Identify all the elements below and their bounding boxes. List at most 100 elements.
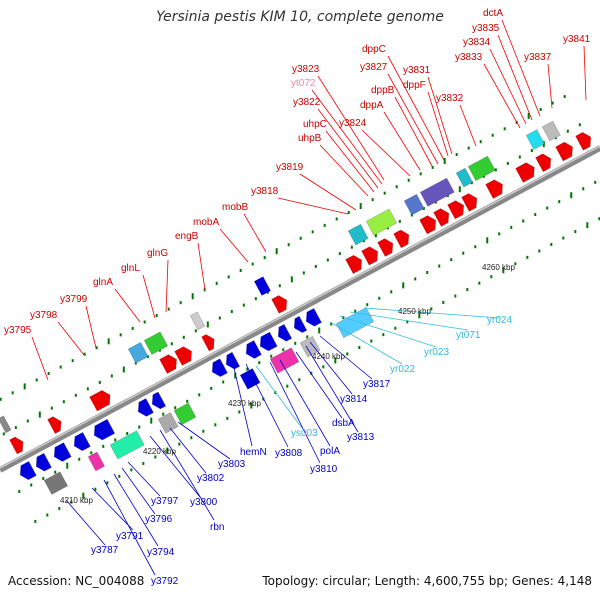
- gene-label-y3797[interactable]: y3797: [151, 496, 179, 507]
- gene-label-y3819[interactable]: y3819: [276, 162, 304, 173]
- gene-label-yr022[interactable]: yr022: [390, 364, 415, 375]
- gene-label-y3796[interactable]: y3796: [145, 514, 173, 525]
- gene-label-yr024[interactable]: yr024: [487, 315, 512, 326]
- gene-label-y3814[interactable]: y3814: [340, 394, 368, 405]
- scale-label-4260: 4260 kbp: [482, 263, 515, 272]
- gene-label-y3810[interactable]: y3810: [310, 464, 338, 475]
- gene-label-y3833[interactable]: y3833: [455, 52, 483, 63]
- gene-label-y3841[interactable]: y3841: [563, 34, 591, 45]
- tick-mark: [490, 275, 493, 279]
- gene-label-y3813[interactable]: y3813: [347, 432, 375, 443]
- gene-label-y3834[interactable]: y3834: [463, 37, 491, 48]
- gene-label-uhpB[interactable]: uhpB: [298, 133, 322, 144]
- tick-mark: [558, 200, 561, 204]
- gene-label-dppB[interactable]: dppB: [371, 85, 395, 96]
- forward-gene: [447, 200, 465, 220]
- tick-mark: [479, 140, 482, 144]
- gene-label-y3832[interactable]: y3832: [436, 93, 464, 104]
- tick-mark: [178, 442, 181, 446]
- gene-label-y3824[interactable]: y3824: [339, 118, 367, 129]
- tick-mark: [407, 178, 410, 182]
- leader-line: [583, 45, 587, 101]
- gene-label-glnA[interactable]: glnA: [93, 277, 113, 288]
- tick-mark: [23, 383, 26, 390]
- leader-line: [459, 104, 477, 147]
- gene-label-mobA[interactable]: mobA: [193, 217, 219, 228]
- gene-label-engB[interactable]: engB: [175, 231, 199, 242]
- gene-label-y3822[interactable]: y3822: [293, 97, 321, 108]
- gene-label-y3791[interactable]: y3791: [116, 531, 144, 542]
- gene-label-y3803[interactable]: y3803: [218, 459, 246, 470]
- leader-line: [121, 467, 156, 515]
- tick-mark: [442, 300, 445, 304]
- gene-label-y3835[interactable]: y3835: [472, 23, 500, 34]
- gene-label-yt072[interactable]: yt072: [291, 78, 316, 89]
- forward-gene: [201, 334, 215, 352]
- tick-mark: [302, 271, 305, 275]
- gene-label-hemN[interactable]: hemN: [240, 447, 267, 458]
- tick-mark: [342, 316, 345, 320]
- tick-mark: [311, 230, 314, 234]
- gene-label-y3818[interactable]: y3818: [251, 186, 279, 197]
- tick-mark: [214, 423, 217, 427]
- tick-mark: [586, 222, 589, 229]
- gene-label-polA[interactable]: polA: [320, 446, 340, 457]
- gene-label-dctA[interactable]: dctA: [483, 8, 503, 19]
- gene-label-dppC[interactable]: dppC: [362, 44, 386, 55]
- tick-mark: [218, 316, 221, 320]
- gene-label-y3817[interactable]: y3817: [363, 379, 391, 390]
- tick-mark: [346, 352, 349, 356]
- tick-mark: [334, 357, 337, 364]
- gene-label-rbn[interactable]: rbn: [210, 522, 224, 533]
- gene-label-y3794[interactable]: y3794: [147, 547, 175, 558]
- forward-gene: [377, 238, 394, 257]
- tick-mark: [382, 333, 385, 337]
- tick-mark: [130, 468, 133, 472]
- gene-label-y3831[interactable]: y3831: [403, 65, 431, 76]
- gene-label-ys003[interactable]: ys003: [291, 428, 318, 439]
- gene-label-dppA[interactable]: dppA: [360, 100, 384, 111]
- reverse-gene: [137, 398, 154, 417]
- gene-label-y3799[interactable]: y3799: [60, 294, 88, 305]
- feature-block: [127, 341, 149, 364]
- gene-label-glnG[interactable]: glnG: [147, 248, 168, 259]
- tick-mark: [26, 419, 29, 423]
- tick-mark: [347, 211, 350, 215]
- gene-label-y3792[interactable]: y3792: [151, 576, 179, 587]
- feature-block: [173, 402, 197, 426]
- gene-label-y3827[interactable]: y3827: [360, 62, 388, 73]
- tick-mark: [366, 303, 369, 307]
- tick-mark: [46, 513, 49, 517]
- gene-label-uhpC[interactable]: uhpC: [303, 119, 327, 130]
- gene-label-y3798[interactable]: y3798: [30, 310, 58, 321]
- leader-line: [319, 335, 373, 380]
- gene-label-y3795[interactable]: y3795: [4, 325, 32, 336]
- tick-mark: [434, 200, 437, 204]
- gene-label-dppF[interactable]: dppF: [403, 80, 426, 91]
- tick-mark: [278, 284, 281, 288]
- tick-mark: [383, 191, 386, 195]
- gene-label-mobB[interactable]: mobB: [222, 202, 248, 213]
- tick-mark: [299, 236, 302, 240]
- scale-label-4240: 4240 kbp: [312, 352, 345, 361]
- feature-block: [299, 335, 321, 358]
- tick-mark: [454, 294, 457, 298]
- gene-label-yr023[interactable]: yr023: [424, 347, 449, 358]
- tick-mark: [90, 451, 93, 455]
- tick-mark: [30, 483, 33, 487]
- feature-block: [455, 167, 474, 188]
- gene-label-y3837[interactable]: y3837: [524, 52, 552, 63]
- gene-label-y3823[interactable]: y3823: [292, 64, 320, 75]
- gene-label-y3800[interactable]: y3800: [190, 497, 218, 508]
- gene-label-y3787[interactable]: y3787: [91, 545, 119, 556]
- gene-label-glnL[interactable]: glnL: [121, 263, 140, 274]
- leader-line: [311, 89, 383, 185]
- tick-mark: [431, 165, 434, 169]
- gene-label-y3808[interactable]: y3808: [275, 448, 303, 459]
- tick-mark: [443, 157, 446, 164]
- gene-label-yt071[interactable]: yt071: [456, 330, 481, 341]
- gene-label-dsbA[interactable]: dsbA: [332, 418, 355, 429]
- reverse-gene: [73, 431, 91, 452]
- gene-label-y3802[interactable]: y3802: [197, 473, 225, 484]
- feature-block: [43, 471, 69, 495]
